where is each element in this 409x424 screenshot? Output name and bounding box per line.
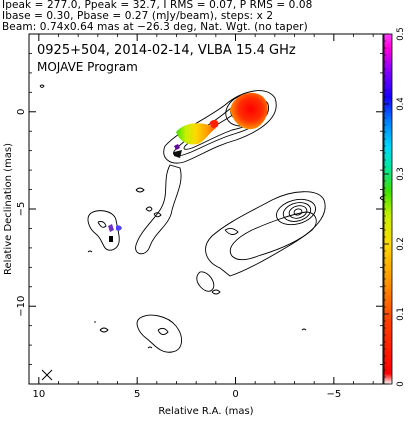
plot-subtitle: MOJAVE Program (37, 60, 138, 74)
x-axis-label: Relative R.A. (mas) (158, 406, 253, 417)
beam-marker (41, 369, 53, 381)
x-tick-label: −5 (326, 389, 341, 400)
header-beam: Beam: 0.74x0.64 mas at −26.3 deg, Nat. W… (2, 21, 308, 33)
x-axis-ticks: 10 5 0 −5 (32, 34, 374, 400)
plot-title: 0925+504, 2014-02-14, VLBA 15.4 GHz (37, 43, 296, 58)
header-peak-rms: Ipeak = 277.0, Ppeak = 32.7, I RMS = 0.0… (2, 0, 313, 11)
x-tick-label: 10 (32, 389, 45, 400)
y-tick-label: 0 (16, 109, 27, 115)
y-axis-ticks: 0 −5 −10 (16, 33, 383, 385)
x-tick-label: 0 (232, 389, 238, 400)
y-tick-label: −5 (16, 202, 27, 217)
y-axis-label: Relative Declination (mas) (3, 143, 14, 275)
plot-frame (28, 33, 384, 385)
colorbar-tick-label: 0.3 (396, 167, 406, 181)
colorbar-tick-label: 0.4 (396, 97, 406, 111)
colorbar-tick-label: 0.5 (396, 27, 406, 41)
colorbar-tick-label: 0.1 (396, 307, 406, 321)
y-tick-label: −10 (16, 296, 27, 317)
header-base-steps: Ibase = 0.30, Pbase = 0.27 (mJy/beam), s… (2, 10, 274, 22)
colorbar-tick-label: 0 (396, 381, 406, 386)
colorbar-tick-label: 0.2 (396, 237, 406, 251)
x-tick-label: 5 (134, 389, 140, 400)
polarization-color-map (108, 92, 268, 242)
colorbar-ticks: 0 0.1 0.2 0.3 0.4 0.5 (384, 27, 406, 387)
